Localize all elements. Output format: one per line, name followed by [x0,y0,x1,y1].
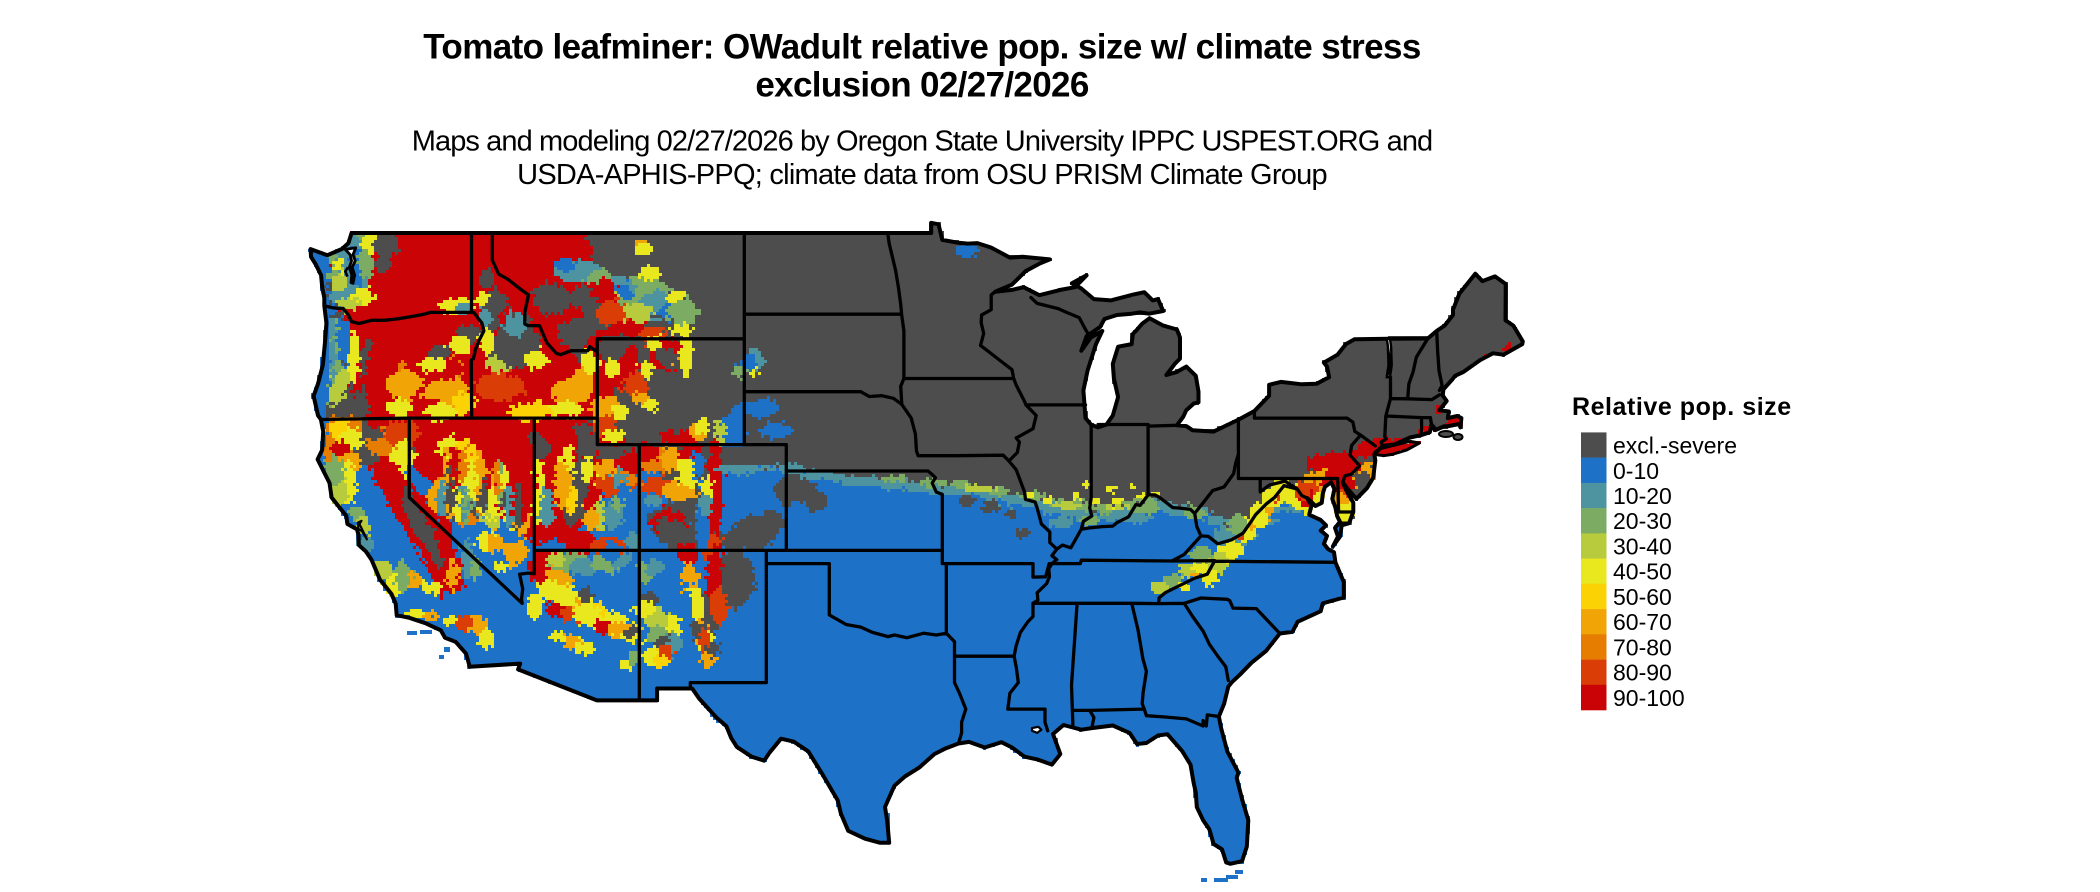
svg-text:20-30: 20-30 [1613,508,1672,534]
svg-text:50-60: 50-60 [1613,584,1672,610]
svg-text:Maps and modeling 02/27/2026 b: Maps and modeling 02/27/2026 by Oregon S… [412,126,1433,158]
svg-text:Relative pop. size: Relative pop. size [1572,393,1792,421]
svg-text:Tomato leafminer: OWadult rela: Tomato leafminer: OWadult relative pop. … [423,28,1421,67]
svg-text:10-20: 10-20 [1613,483,1672,509]
svg-text:30-40: 30-40 [1613,534,1672,560]
svg-text:USDA-APHIS-PPQ; climate data f: USDA-APHIS-PPQ; climate data from OSU PR… [517,159,1327,191]
svg-text:80-90: 80-90 [1613,660,1672,686]
svg-text:60-70: 60-70 [1613,609,1672,635]
svg-text:0-10: 0-10 [1613,458,1659,484]
svg-text:90-100: 90-100 [1613,685,1685,711]
svg-text:70-80: 70-80 [1613,634,1672,660]
svg-text:excl.-severe: excl.-severe [1613,433,1737,459]
svg-text:40-50: 40-50 [1613,559,1672,585]
svg-text:exclusion 02/27/2026: exclusion 02/27/2026 [755,66,1089,105]
